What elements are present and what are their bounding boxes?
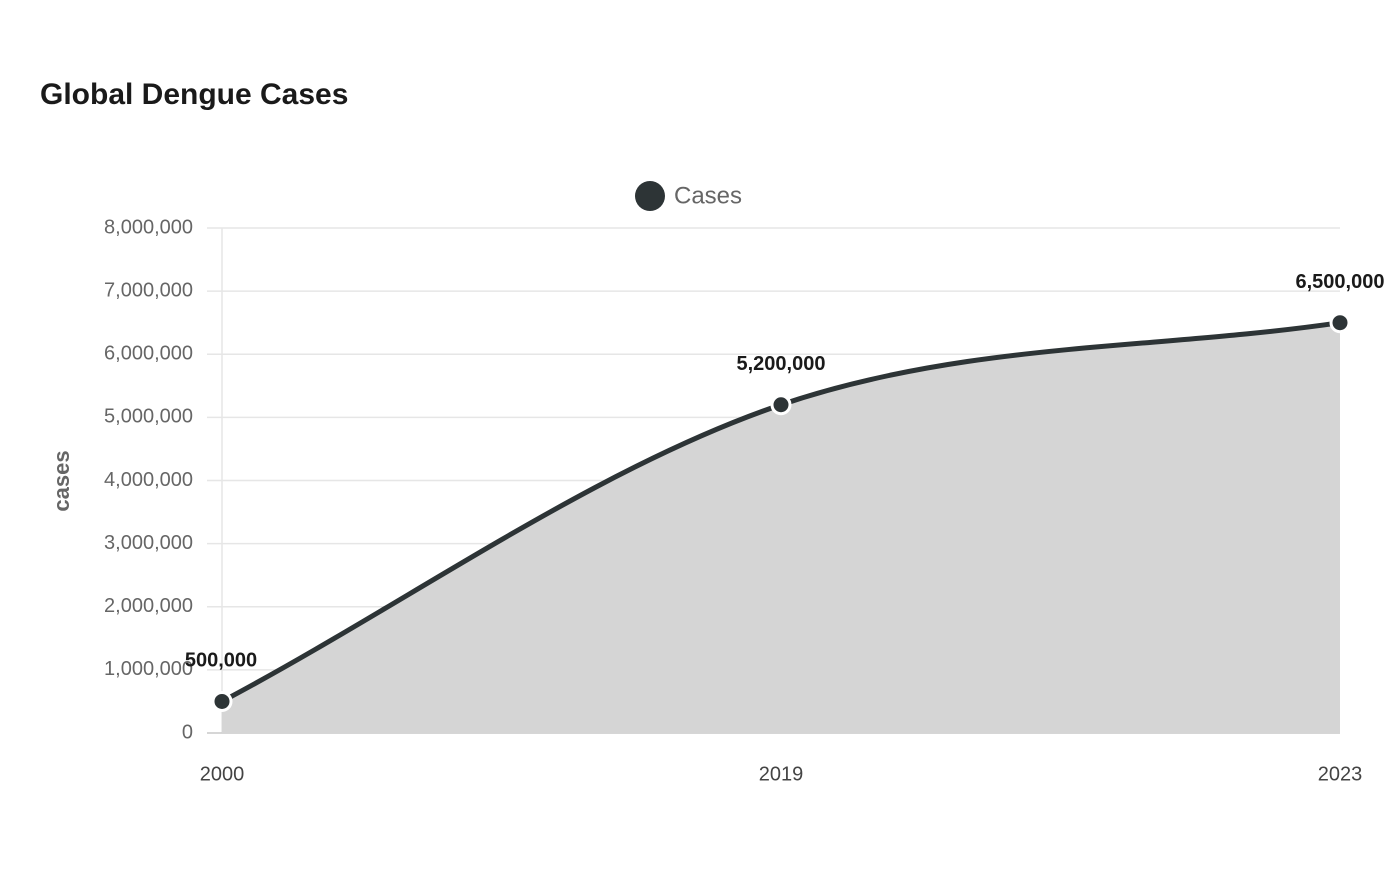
data-label: 6,500,000 (1296, 271, 1385, 293)
legend-label: Cases (674, 182, 742, 209)
y-tick-label: 8,000,000 (104, 216, 193, 238)
area (222, 322, 1340, 733)
x-tick-label: 2019 (759, 763, 804, 785)
y-tick-label: 5,000,000 (104, 406, 193, 428)
legend-marker (635, 181, 665, 211)
y-axis-title: cases (49, 450, 74, 511)
y-tick-label: 6,000,000 (104, 343, 193, 365)
y-tick-label: 1,000,000 (104, 658, 193, 680)
point (211, 690, 233, 712)
data-label: 5,200,000 (737, 353, 826, 375)
y-tick-label: 3,000,000 (104, 532, 193, 554)
point (770, 394, 792, 416)
data-label: 500,000 (185, 650, 257, 672)
y-tick-label: 4,000,000 (104, 469, 193, 491)
y-tick-label: 0 (182, 721, 193, 743)
chart-title: Global Dengue Cases (40, 78, 348, 111)
x-tick-label: 2023 (1318, 763, 1363, 785)
y-tick-label: 2,000,000 (104, 595, 193, 617)
x-tick-label: 2000 (200, 763, 245, 785)
point (1329, 312, 1351, 334)
y-tick-label: 7,000,000 (104, 279, 193, 301)
